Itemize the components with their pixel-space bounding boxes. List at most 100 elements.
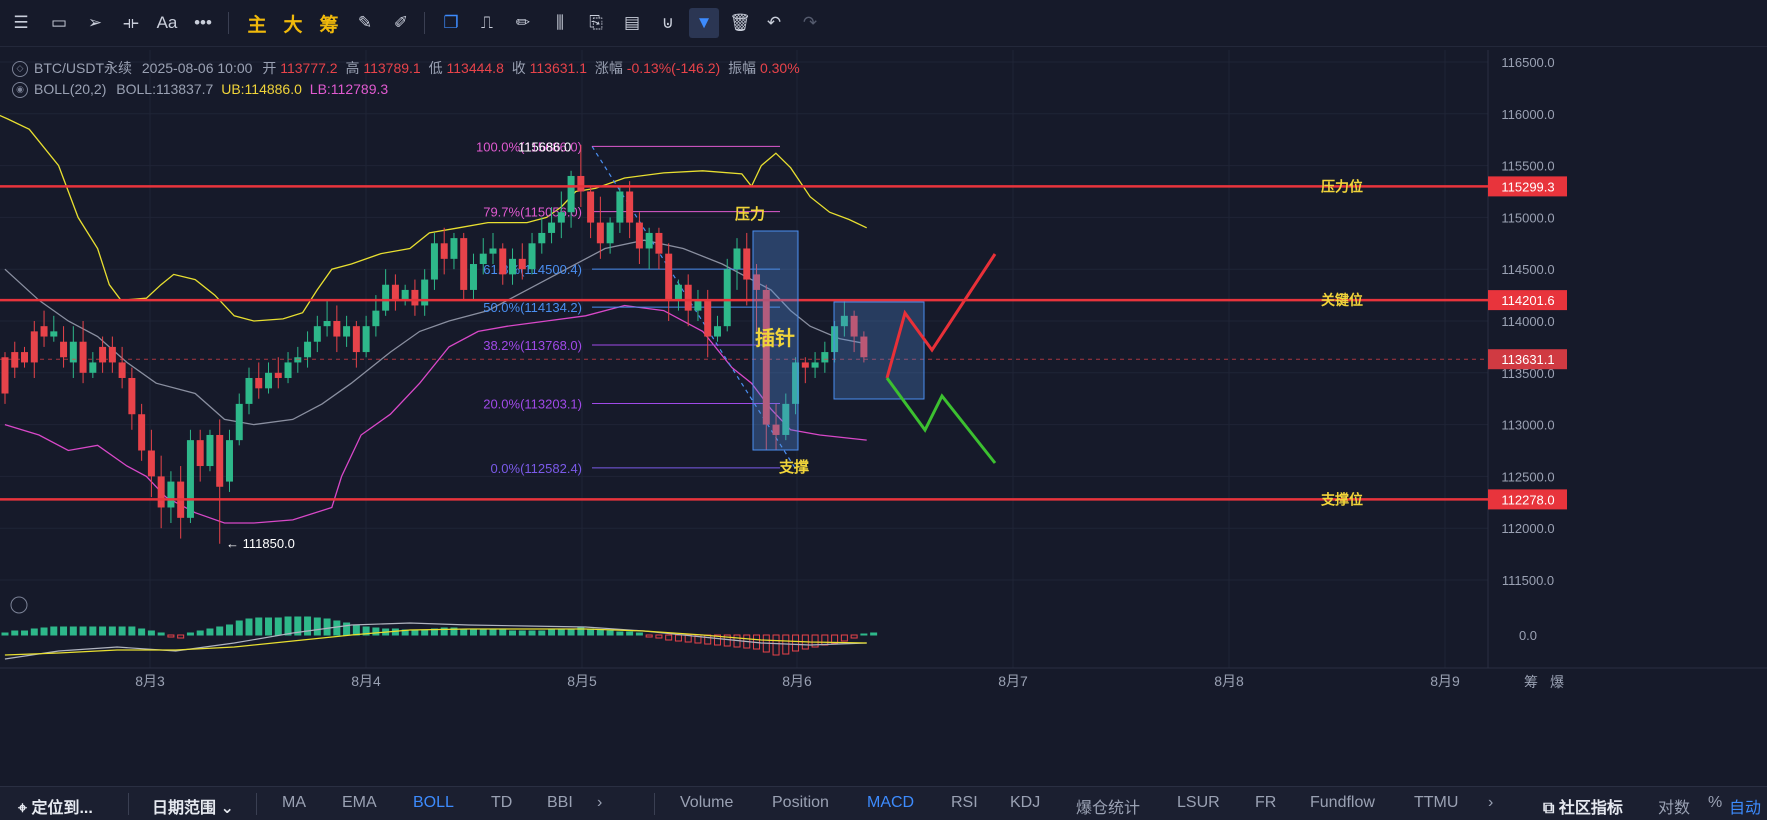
macd-hist-bar <box>479 628 487 636</box>
candle-icon[interactable]: ⫼ <box>556 13 564 32</box>
candle-body <box>733 248 741 270</box>
fib-level-label: 38.2%(113768.0) <box>483 338 582 353</box>
ind-ema[interactable]: EMA <box>342 794 377 811</box>
macd-hist-bar <box>645 634 653 638</box>
rectangle-icon[interactable]: ▭ <box>50 13 68 32</box>
macd-hist-bar <box>40 627 48 636</box>
percent-toggle[interactable]: % <box>1708 794 1723 811</box>
chevron-right-icon[interactable]: › <box>597 794 603 811</box>
layers-icon[interactable]: ❐ <box>443 13 459 32</box>
chips-label: 筹 <box>1524 674 1538 690</box>
macd-hist-bar <box>118 626 126 636</box>
sub-liquidation[interactable]: 爆仓统计 <box>1076 800 1141 817</box>
note-icon[interactable]: ▤ <box>623 13 641 32</box>
candle-body <box>753 274 761 290</box>
eye-icon[interactable]: ◉ <box>12 82 28 99</box>
sub-rsi[interactable]: RSI <box>951 794 978 811</box>
candle-body <box>509 258 517 275</box>
sub-macd[interactable]: MACD <box>867 794 915 811</box>
chips-button[interactable]: 筹 <box>319 14 339 36</box>
high-label: 高 <box>345 60 360 76</box>
macd-hist-bar <box>138 628 146 636</box>
log-toggle[interactable]: 对数 <box>1658 800 1691 817</box>
macd-hist-bar <box>499 629 507 636</box>
clipboard-icon[interactable]: ⎘ <box>589 13 603 32</box>
candle-body <box>128 377 136 415</box>
macd-hist-bar <box>128 626 136 636</box>
main-indicator-button[interactable]: 主 <box>247 14 267 36</box>
macd-hist-bar <box>528 630 536 636</box>
candle-body <box>206 434 214 467</box>
community-button[interactable]: ⧉ 社区指标 <box>1543 800 1623 817</box>
macd-hist-bar <box>196 630 204 636</box>
sub-kdj[interactable]: KDJ <box>1010 794 1041 811</box>
candle-body <box>1 357 9 394</box>
crosshair-icon[interactable]: ⟛ <box>123 13 139 32</box>
macd-hist-bar <box>157 632 165 636</box>
more-icon[interactable]: ••• <box>194 13 212 32</box>
fib-level-label: 79.7%(115056.0) <box>483 205 582 220</box>
macd-hist-bar <box>294 616 302 636</box>
low-label: 低 <box>428 60 443 76</box>
consolidation-box <box>833 301 925 400</box>
macd-hist-bar <box>284 616 292 636</box>
pen-tool-icon[interactable]: ✐ <box>393 13 409 32</box>
macd-hist-bar <box>50 626 58 636</box>
amp-label: 振幅 <box>728 60 757 76</box>
ind-td[interactable]: TD <box>491 794 513 811</box>
chevron-right-icon[interactable]: › <box>1488 794 1494 811</box>
sub-lsur[interactable]: LSUR <box>1177 794 1220 811</box>
low-value: 113444.8 <box>446 60 504 76</box>
level-price-label: 115299.3 <box>1501 179 1554 194</box>
change-value: -0.13%(-146.2) <box>626 60 721 76</box>
ind-boll[interactable]: BOLL <box>413 794 454 811</box>
hamburger-icon[interactable]: ☰ <box>13 13 29 32</box>
date-range-button[interactable]: 日期范围 ⌄ <box>152 800 234 817</box>
magnet-icon[interactable]: ⊍ <box>661 13 675 32</box>
candle-body <box>704 300 712 337</box>
undo-icon[interactable]: ↶ <box>766 13 782 32</box>
candle-body <box>499 248 507 275</box>
sub-fundflow[interactable]: Fundflow <box>1310 794 1375 811</box>
candle-body <box>684 284 692 311</box>
macd-hist-bar <box>460 628 468 636</box>
candle-body <box>460 238 468 290</box>
candle-body <box>811 362 819 368</box>
ind-ma[interactable]: MA <box>282 794 306 811</box>
price-chart[interactable]: 100.0%(115686.0) 79.7%(115056.0) 61.8%(114… <box>0 46 1767 786</box>
fib-retracement: 100.0%(115686.0) 79.7%(115056.0) 61.8%(114… <box>476 139 796 476</box>
candle-body <box>430 243 438 280</box>
redo-icon[interactable]: ↷ <box>802 13 818 32</box>
macd-hist-bar <box>860 633 868 636</box>
boll-name[interactable]: BOLL(20,2) <box>34 81 107 97</box>
candle-body <box>831 326 839 353</box>
cursor-icon[interactable]: ➢ <box>87 13 103 32</box>
sub-volume[interactable]: Volume <box>680 794 734 811</box>
large-order-button[interactable]: 大 <box>283 14 303 36</box>
candle-body <box>655 232 663 254</box>
boll-ub: UB:114886.0 <box>221 81 302 97</box>
candle-body <box>665 253 673 301</box>
liq-label: 爆 <box>1550 674 1564 690</box>
text-tool-button[interactable]: Aa <box>156 13 178 32</box>
candle-body <box>645 232 653 249</box>
macd-hist-bar <box>108 626 116 636</box>
ruler-icon[interactable]: ⎍ <box>481 13 493 32</box>
sub-ttmu[interactable]: TTMU <box>1414 794 1459 811</box>
brush-icon[interactable]: ✏ <box>515 13 531 32</box>
macd-hist-bar <box>60 626 68 636</box>
trash-icon[interactable]: 🗑 <box>729 13 751 32</box>
macd-hist-bar <box>723 634 731 647</box>
sub-position[interactable]: Position <box>772 794 829 811</box>
macd-hist-bar <box>323 618 331 636</box>
auto-toggle[interactable]: 自动 <box>1729 800 1762 817</box>
macd-hist-bar <box>89 626 97 636</box>
filter-icon[interactable]: ▼ <box>689 8 719 38</box>
goto-button[interactable]: ⌖ 定位到... <box>18 800 93 817</box>
collapse-icon[interactable]: ◇ <box>12 61 28 78</box>
close-label: 收 <box>511 60 526 76</box>
ind-bbi[interactable]: BBI <box>547 794 573 811</box>
sub-fr[interactable]: FR <box>1255 794 1277 811</box>
edit-icon[interactable]: ✎ <box>357 13 373 32</box>
candle-body <box>372 310 380 327</box>
